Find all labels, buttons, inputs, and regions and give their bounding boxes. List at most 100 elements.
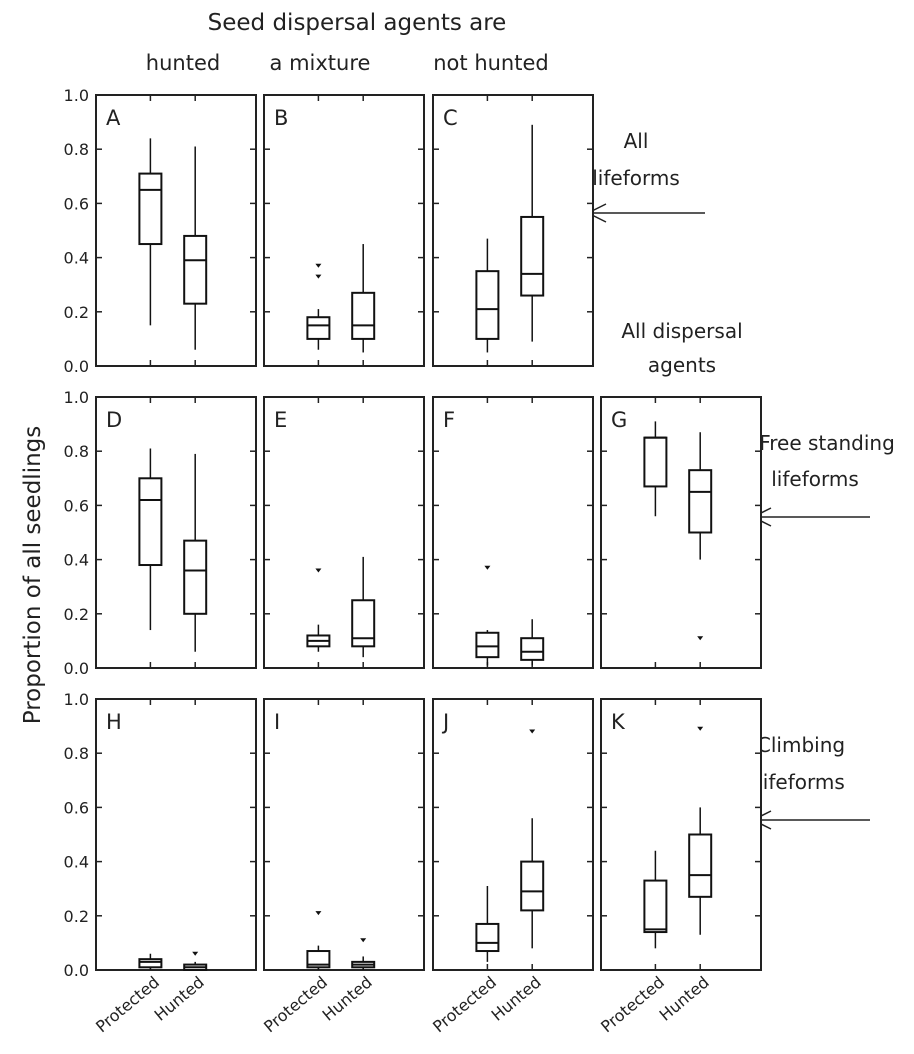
y-tick-label: 0.2 (64, 303, 89, 322)
y-tick-label: 0.6 (64, 798, 89, 817)
box-iqr (306, 316, 331, 340)
y-tick-label: 0.6 (64, 194, 89, 213)
y-tick-label: 0.0 (64, 357, 89, 376)
panel-C: C (432, 94, 594, 367)
panel-J: J (432, 698, 594, 971)
y-tick-label: 0.0 (64, 961, 89, 980)
panel-B: B (263, 94, 425, 367)
box-iqr (688, 833, 713, 898)
box-iqr (183, 539, 208, 615)
panel-letter: H (106, 710, 122, 734)
box-hunted (520, 124, 545, 342)
y-tick-label: 0.2 (64, 907, 89, 926)
arrow-icon-free-standing (751, 507, 870, 527)
box-protected (643, 421, 668, 517)
box-hunted (520, 619, 545, 666)
box-iqr (688, 469, 713, 534)
box-iqr (351, 599, 376, 648)
box-iqr (351, 291, 376, 340)
box-hunted (520, 729, 545, 949)
panel-letter: D (106, 408, 122, 432)
outlier-point (484, 565, 491, 570)
box-iqr (475, 631, 500, 659)
row-label-free-line1: Free standing (759, 431, 895, 455)
panel-letter: K (611, 710, 626, 734)
box-hunted (351, 556, 376, 658)
box-hunted (688, 726, 713, 935)
outlier-point (697, 726, 704, 731)
x-tick-label-hunted: Hunted (151, 973, 208, 1025)
box-hunted (688, 432, 713, 641)
y-axis-label: Proportion of all seedlings (20, 426, 46, 724)
box-iqr (520, 860, 545, 912)
panel-letter: C (443, 106, 458, 130)
panel-letter: F (443, 408, 455, 432)
panel-G: G (600, 396, 762, 669)
outlier-point (315, 274, 322, 279)
box-iqr (520, 215, 545, 297)
panel-H: 1.0 0.8 0.6 0.4 0.2 0.0 H (64, 690, 257, 980)
box-protected (306, 911, 331, 970)
x-tick-label-hunted: Hunted (656, 973, 713, 1025)
outlier-point (315, 263, 322, 268)
row-label-climbing-line1: Climbing (757, 733, 845, 757)
box-iqr (138, 172, 163, 246)
box-iqr (475, 270, 500, 340)
y-tick-label: 0.6 (64, 496, 89, 515)
box-protected (475, 238, 500, 353)
y-tick-label: 0.2 (64, 605, 89, 624)
box-protected (138, 138, 163, 326)
row-label-all-line2: lifeforms (592, 166, 680, 190)
column-header-all-agents-line1: All dispersal (621, 319, 742, 343)
y-tick-label: 0.4 (64, 249, 89, 268)
panels: 1.0 0.8 0.6 0.4 0.2 0.0 A B C 1.0 0.8 0.6 0.4 0.2 0.0 D… (64, 86, 762, 980)
box-protected (138, 448, 163, 631)
panel-frame (600, 698, 762, 971)
x-tick-label-protected: Protected (92, 973, 163, 1037)
panel-letter: I (274, 710, 280, 734)
y-tick-label: 1.0 (64, 388, 89, 407)
box-hunted (183, 951, 208, 972)
panel-frame (95, 396, 257, 669)
box-protected (306, 568, 331, 652)
figure-title: Seed dispersal agents are (208, 10, 507, 36)
box-iqr (306, 950, 331, 969)
panel-letter: B (274, 106, 288, 130)
box-iqr (520, 637, 545, 661)
y-tick-label: 0.4 (64, 853, 89, 872)
panel-frame (263, 698, 425, 971)
panel-letter: J (441, 710, 449, 734)
panel-letter: G (611, 408, 627, 432)
row-label-all-line1: All (624, 129, 649, 153)
box-iqr (138, 958, 163, 969)
outlier-point (192, 951, 199, 956)
row-label-climbing-line2: lifeforms (757, 770, 845, 794)
box-protected (643, 850, 668, 949)
outlier-point (529, 729, 536, 734)
box-iqr (475, 922, 500, 953)
x-tick-label-hunted: Hunted (319, 973, 376, 1025)
y-tick-label: 1.0 (64, 690, 89, 709)
panel-I: I (263, 698, 425, 971)
panel-E: E (263, 396, 425, 669)
x-tick-label-protected: Protected (429, 973, 500, 1037)
arrow-icon-all-lifeforms (586, 203, 705, 223)
outlier-point (697, 636, 704, 641)
column-header-hunted: hunted (146, 51, 220, 75)
row-label-free-line2: lifeforms (771, 467, 859, 491)
box-protected (475, 565, 500, 666)
column-header-mixture: a mixture (270, 51, 371, 75)
box-hunted (183, 146, 208, 350)
box-protected (138, 953, 163, 970)
column-header-not-hunted: not hunted (433, 51, 548, 75)
panel-F: F (432, 396, 594, 669)
panel-frame (95, 698, 257, 971)
panel-frame (432, 698, 594, 971)
x-tick-label-hunted: Hunted (488, 973, 545, 1025)
box-protected (475, 885, 500, 962)
panel-K: K (600, 698, 762, 971)
box-iqr (183, 234, 208, 305)
panel-frame (432, 396, 594, 669)
panel-frame (95, 94, 257, 367)
